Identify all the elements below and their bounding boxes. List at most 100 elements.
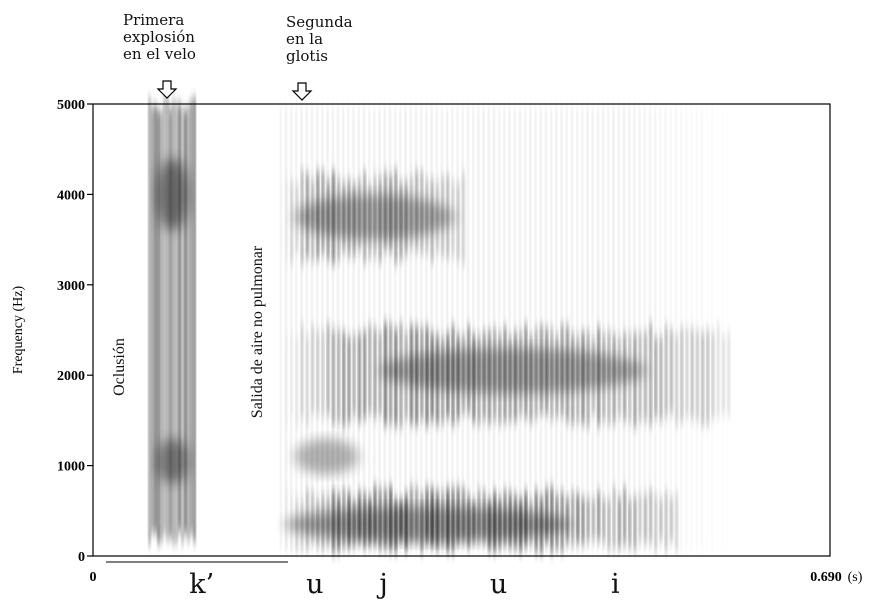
energy-strip [295, 106, 298, 552]
segment-label-2: j [379, 569, 388, 600]
energy-strip [352, 106, 355, 552]
energy-strip [347, 336, 351, 424]
energy-strip [617, 106, 620, 552]
energy-strip [378, 106, 381, 552]
energy-strip [157, 109, 160, 544]
energy-strip [727, 332, 731, 417]
energy-strip [685, 327, 689, 418]
annotation-second-burst: Segunda en la glotis [286, 14, 353, 65]
annotation-first-burst-line-3: en el velo [123, 45, 196, 63]
energy-strip [363, 106, 365, 552]
arrow-first-burst-icon [156, 80, 178, 99]
energy-strip [373, 327, 377, 419]
energy-strip [446, 106, 448, 552]
energy-strip [659, 498, 663, 541]
energy-strip [316, 106, 318, 552]
energy-strip [711, 332, 715, 420]
energy-strip [508, 106, 511, 552]
energy-strip [160, 109, 163, 542]
energy-strip [643, 106, 646, 552]
energy-strip [654, 106, 656, 552]
energy-strip [664, 491, 668, 552]
energy-strip [617, 497, 621, 549]
energy-strip [591, 106, 594, 552]
energy-strip [342, 331, 346, 427]
energy-core [156, 158, 189, 231]
x-end-label: 0.690 [810, 570, 842, 585]
non-pulmonic-label: Salida de aire no pulmonar [249, 245, 266, 418]
energy-strip [363, 330, 367, 419]
energy-strip [347, 106, 350, 552]
plot-frame [92, 103, 831, 557]
energy-strip [285, 178, 289, 262]
segment-label-1: u [306, 569, 324, 600]
energy-strip [727, 106, 729, 552]
energy-strip [633, 106, 636, 552]
energy-strip [706, 106, 708, 552]
annotation-first-burst-line-2: explosión [123, 28, 195, 46]
energy-strip [456, 106, 459, 552]
energy-strip [695, 106, 698, 552]
energy-strip [654, 494, 658, 552]
energy-strip [643, 331, 647, 422]
energy-strip [602, 498, 606, 543]
energy-strip [331, 329, 335, 425]
energy-strip [607, 106, 610, 552]
energy-core [379, 348, 646, 394]
energy-strip [151, 105, 154, 533]
energy-strip [357, 106, 360, 552]
energy-strip [649, 489, 653, 544]
x-start-label: 0 [90, 570, 97, 585]
energy-strip [623, 487, 627, 545]
energy-core [294, 438, 359, 475]
energy-strip [571, 106, 573, 552]
energy-strip [172, 100, 175, 544]
energy-strip [711, 106, 714, 552]
energy-strip [184, 109, 187, 534]
energy-strip [633, 332, 637, 428]
segment-label-0: k’ [189, 569, 215, 600]
energy-strip [695, 330, 699, 422]
energy-strip [555, 106, 558, 552]
energy-strip [285, 487, 288, 553]
energy-strip [305, 335, 309, 427]
energy-strip [612, 487, 616, 549]
energy-strip [680, 327, 684, 423]
energy-core [156, 438, 189, 484]
energy-strip [638, 106, 641, 552]
energy-strip [607, 498, 611, 550]
energy-strip [576, 493, 580, 544]
y-axis-title: Frequency (Hz) [11, 286, 26, 375]
segment-label-3: u [489, 569, 508, 600]
spectrogram-energy [148, 97, 731, 554]
energy-strip [285, 106, 287, 552]
energy-strip [290, 106, 292, 552]
energy-strip [581, 497, 585, 545]
energy-strip [321, 106, 324, 552]
energy-strip [163, 97, 166, 535]
y-tick-label: 1000 [57, 460, 85, 475]
energy-strip [482, 106, 485, 552]
energy-strip [477, 106, 480, 552]
energy-strip [716, 323, 720, 418]
energy-strip [669, 496, 673, 542]
energy-strip [701, 106, 703, 552]
energy-strip [378, 331, 382, 416]
energy-strip [357, 333, 361, 423]
energy-strip [166, 97, 169, 540]
energy-strip [581, 106, 584, 552]
energy-strip [368, 324, 372, 415]
energy-strip [175, 102, 178, 544]
energy-strip [321, 329, 325, 417]
x-unit-label: (s) [848, 570, 863, 585]
energy-strip [472, 106, 474, 552]
energy-strip [602, 106, 604, 552]
energy-strip [633, 496, 637, 550]
energy-strip [337, 330, 341, 424]
energy-strip [430, 106, 433, 552]
energy-strip [529, 106, 532, 552]
energy-strip [675, 333, 679, 426]
energy-strip [571, 491, 575, 546]
occlusion-label: Oclusión [111, 338, 128, 396]
